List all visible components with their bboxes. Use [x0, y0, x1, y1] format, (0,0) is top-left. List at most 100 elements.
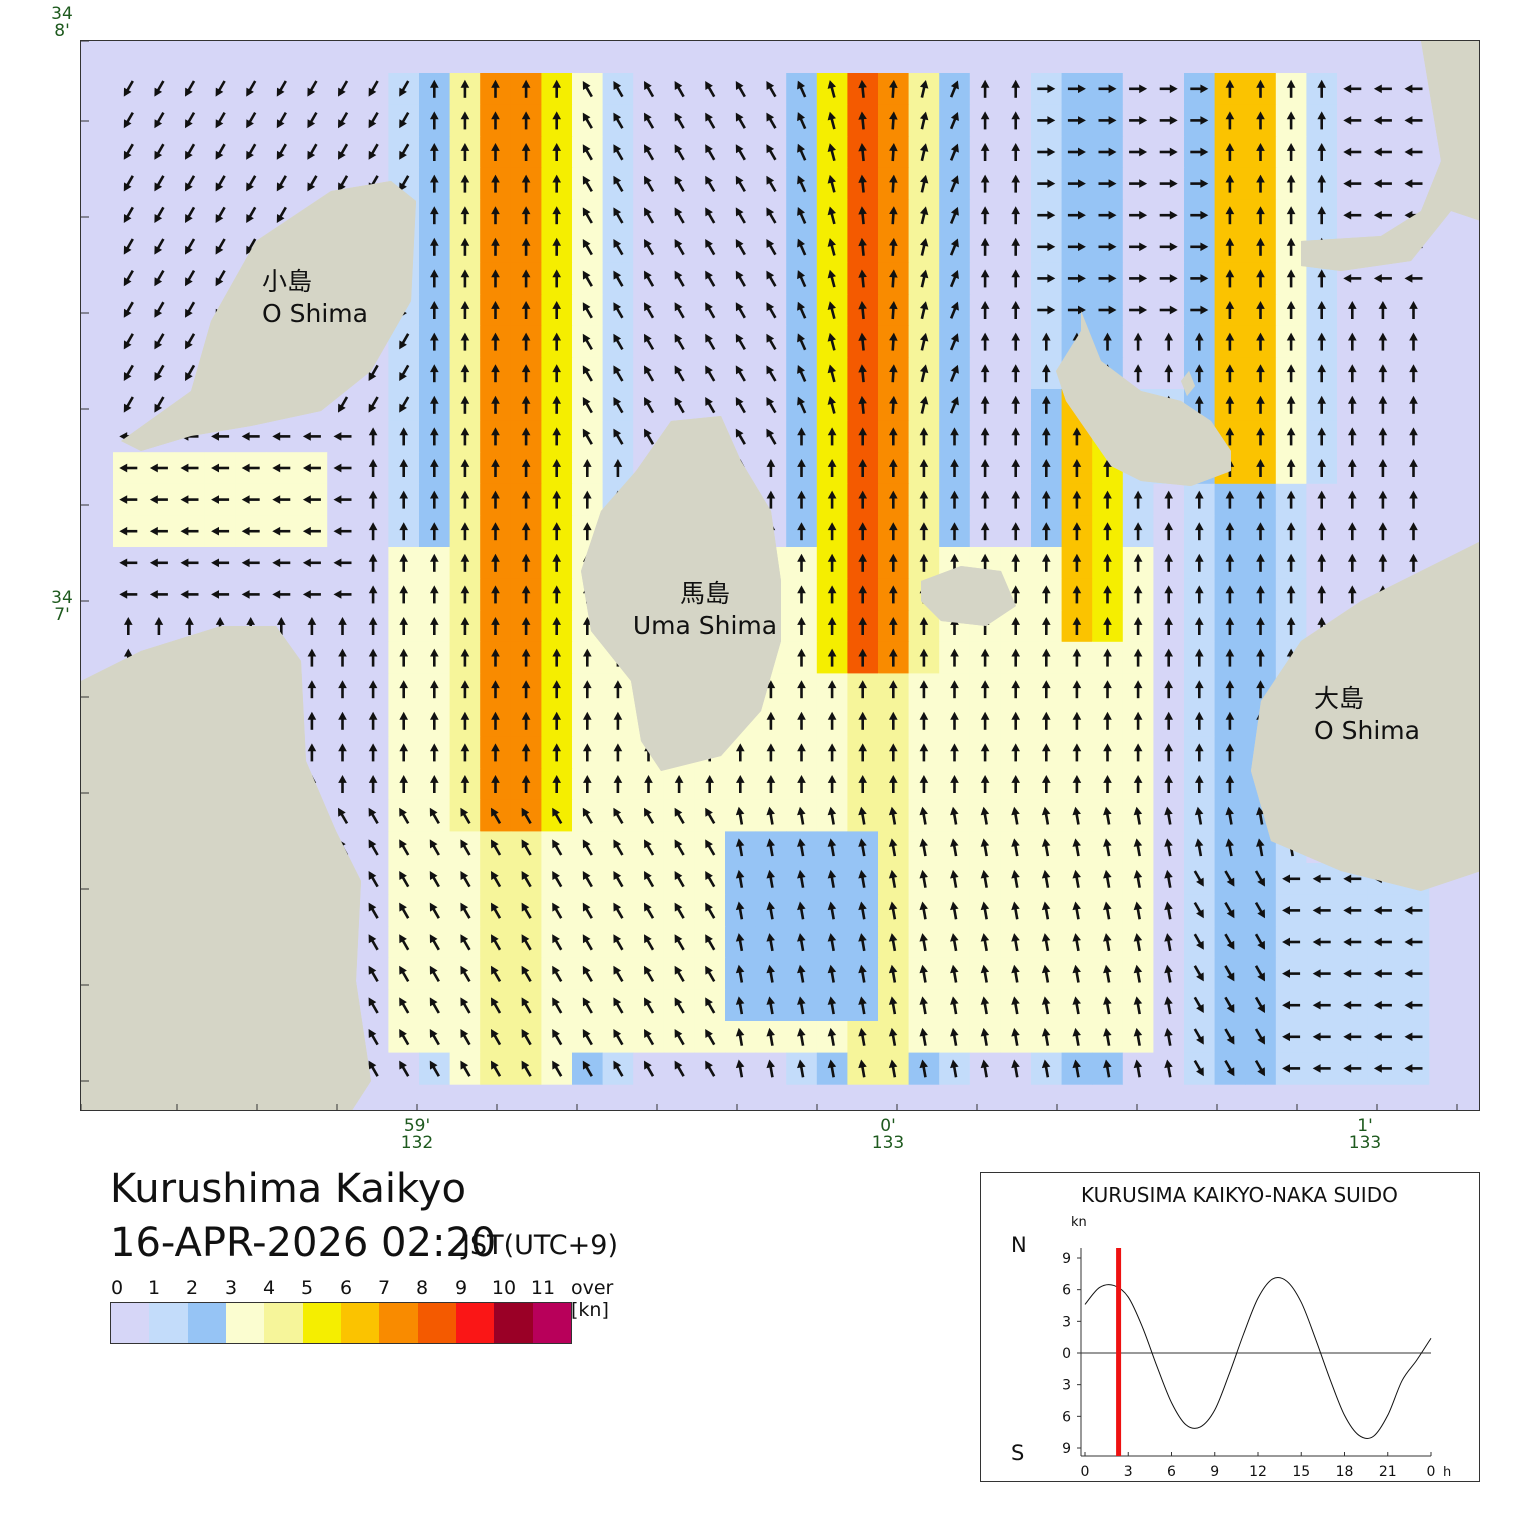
- current-arrow: [1347, 522, 1357, 541]
- current-arrow: [1373, 969, 1392, 978]
- current-arrow: [185, 111, 196, 129]
- current-arrow: [123, 396, 134, 413]
- current-arrow: [613, 743, 623, 762]
- legend-swatch: [532, 1303, 571, 1343]
- current-arrow: [521, 522, 531, 541]
- current-arrow: [1129, 274, 1148, 283]
- current-arrow: [1225, 79, 1235, 98]
- tide-y-tick-label: 0: [1062, 1346, 1071, 1362]
- current-arrow: [491, 490, 500, 509]
- current-arrow: [491, 364, 500, 383]
- current-arrow: [797, 427, 806, 446]
- current-arrow: [613, 428, 624, 445]
- current-arrow: [888, 964, 898, 983]
- current-arrow: [1011, 901, 1020, 920]
- current-arrow: [950, 1059, 959, 1078]
- current-arrow: [429, 459, 439, 477]
- current-arrow: [644, 428, 655, 445]
- legend-tick: 6: [339, 1277, 353, 1299]
- current-arrow: [582, 711, 592, 730]
- tide-chart-panel: KURUSIMA KAIKYO-NAKA SUIDO kn N S 9 6 3 0 3 6…: [980, 1172, 1480, 1482]
- current-arrow: [491, 617, 500, 635]
- legend-tick: over [kn]: [571, 1277, 614, 1321]
- current-arrow: [1041, 743, 1051, 762]
- current-arrow: [1067, 274, 1086, 283]
- current-arrow: [1067, 84, 1086, 94]
- current-arrow: [399, 396, 410, 413]
- current-arrow: [674, 112, 685, 129]
- current-arrow: [460, 111, 470, 130]
- current-arrow: [123, 206, 134, 223]
- current-arrow: [858, 838, 867, 857]
- current-arrow: [123, 175, 134, 192]
- current-arrow: [613, 207, 624, 224]
- current-arrow: [491, 711, 500, 730]
- current-arrow: [276, 80, 287, 97]
- island-name-ja: 大島: [1314, 684, 1365, 713]
- current-arrow: [1129, 116, 1148, 125]
- current-arrow: [368, 902, 379, 919]
- map-title: Kurushima Kaikyo: [110, 1166, 466, 1212]
- current-arrow: [674, 1060, 685, 1077]
- current-arrow: [491, 839, 502, 856]
- current-arrow: [123, 364, 134, 381]
- current-arrow: [1317, 427, 1327, 446]
- current-arrow: [644, 365, 655, 382]
- current-arrow: [858, 395, 867, 414]
- current-arrow: [491, 1060, 502, 1077]
- current-arrow: [552, 395, 562, 414]
- current-arrow: [613, 81, 624, 98]
- current-arrow: [1194, 648, 1204, 667]
- current-arrow: [827, 522, 837, 541]
- current-arrow: [1317, 174, 1327, 193]
- current-arrow: [1129, 210, 1148, 220]
- current-arrow: [858, 332, 867, 351]
- current-arrow: [1225, 301, 1235, 319]
- current-arrow: [827, 1059, 837, 1078]
- current-arrow: [272, 526, 291, 536]
- current-arrow: [399, 427, 409, 446]
- current-arrow: [1133, 996, 1143, 1015]
- current-arrow: [241, 558, 260, 568]
- current-arrow: [521, 934, 532, 951]
- lon-label-0: 0' 133: [863, 1118, 913, 1152]
- current-arrow: [241, 495, 260, 504]
- lon-deg: 133: [871, 1133, 905, 1153]
- current-arrow: [1190, 179, 1209, 188]
- current-arrow: [333, 526, 352, 536]
- current-arrow: [827, 143, 836, 162]
- current-arrow: [613, 302, 624, 319]
- current-arrow: [1190, 84, 1209, 94]
- current-arrow: [858, 901, 867, 920]
- current-arrow: [1225, 332, 1235, 351]
- current-arrow: [1404, 147, 1423, 157]
- current-arrow: [246, 111, 257, 129]
- current-arrow: [521, 459, 531, 477]
- current-arrow: [1133, 1059, 1143, 1078]
- current-arrow: [705, 902, 716, 919]
- current-arrow: [211, 590, 230, 599]
- current-arrow: [1011, 964, 1020, 983]
- current-arrow: [827, 680, 837, 699]
- current-arrow: [889, 269, 898, 288]
- lon-deg: 132: [400, 1133, 434, 1153]
- current-arrow: [827, 806, 837, 825]
- current-arrow: [827, 996, 837, 1015]
- current-arrow: [1193, 901, 1204, 919]
- current-arrow: [1011, 395, 1021, 414]
- current-arrow: [429, 711, 439, 730]
- current-arrow: [1286, 206, 1296, 225]
- current-arrow: [858, 680, 868, 699]
- current-arrow: [460, 648, 470, 667]
- current-arrow: [552, 1060, 563, 1077]
- current-arrow: [1409, 395, 1418, 414]
- island-name-en: Uma Shima: [632, 611, 778, 640]
- current-arrow: [185, 364, 196, 381]
- current-arrow: [1194, 617, 1204, 635]
- current-arrow: [1041, 427, 1051, 446]
- current-arrow: [582, 902, 593, 919]
- current-arrow: [735, 333, 746, 351]
- legend-swatch: [149, 1303, 188, 1343]
- current-arrow: [552, 902, 563, 919]
- current-arrow: [735, 175, 746, 193]
